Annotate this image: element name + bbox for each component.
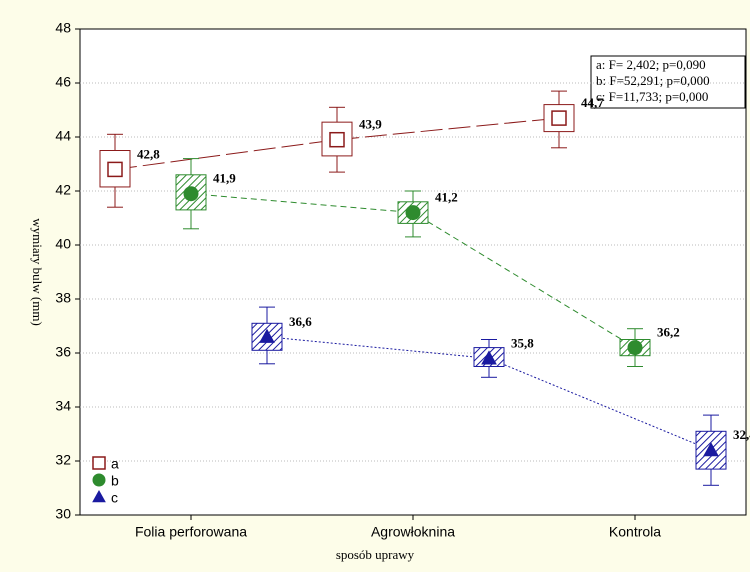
annotation: a: F= 2,402; p=0,090 xyxy=(596,57,706,72)
annotation: c: F=11,733; p=0,000 xyxy=(596,89,708,104)
value-label: 43,9 xyxy=(359,117,382,132)
mean-marker xyxy=(627,340,643,356)
plot-area xyxy=(79,28,747,516)
y-tick-label: 36 xyxy=(55,344,71,360)
annotation-box xyxy=(590,55,746,109)
mean-marker xyxy=(329,131,345,148)
value-label: 41,9 xyxy=(213,171,236,186)
x-tick-label: Kontrola xyxy=(609,524,661,540)
y-tick-label: 48 xyxy=(55,20,71,36)
legend-label: b xyxy=(111,473,119,489)
y-tick-label: 42 xyxy=(55,182,71,198)
mean-marker xyxy=(107,161,123,178)
mean-line xyxy=(114,117,560,170)
y-tick-label: 46 xyxy=(55,74,71,90)
mean-marker xyxy=(481,350,497,365)
value-label: 35,8 xyxy=(511,335,534,350)
value-label: 41,2 xyxy=(435,190,458,205)
mean-marker xyxy=(183,186,199,202)
y-tick-label: 40 xyxy=(55,236,71,252)
annotation: b: F=52,291; p=0,000 xyxy=(596,73,710,88)
y-tick-label: 32 xyxy=(55,452,71,468)
x-axis-label: sposób uprawy xyxy=(336,547,415,562)
mean-marker xyxy=(551,110,567,126)
value-label: 44,7 xyxy=(581,95,604,110)
legend-label: a xyxy=(111,456,119,472)
value-label: 36,6 xyxy=(289,314,312,329)
value-label: 36,2 xyxy=(657,325,680,340)
legend-marker xyxy=(92,489,106,503)
x-tick-label: Agrowłoknina xyxy=(371,524,455,540)
legend-label: c xyxy=(111,490,118,506)
mean-marker xyxy=(703,442,719,457)
x-tick-label: Folia perforowana xyxy=(135,524,247,540)
legend-marker xyxy=(92,456,106,470)
mean-marker xyxy=(405,205,421,221)
y-tick-label: 30 xyxy=(55,506,71,522)
y-tick-label: 44 xyxy=(55,128,71,144)
y-tick-label: 38 xyxy=(55,290,71,306)
mean-marker xyxy=(259,328,275,343)
y-axis-label: wymiary bulw (mm) xyxy=(30,218,45,326)
legend-marker xyxy=(92,473,106,487)
y-tick-label: 34 xyxy=(55,398,71,414)
value-label: 32,4 xyxy=(733,427,750,442)
value-label: 42,8 xyxy=(137,146,160,161)
